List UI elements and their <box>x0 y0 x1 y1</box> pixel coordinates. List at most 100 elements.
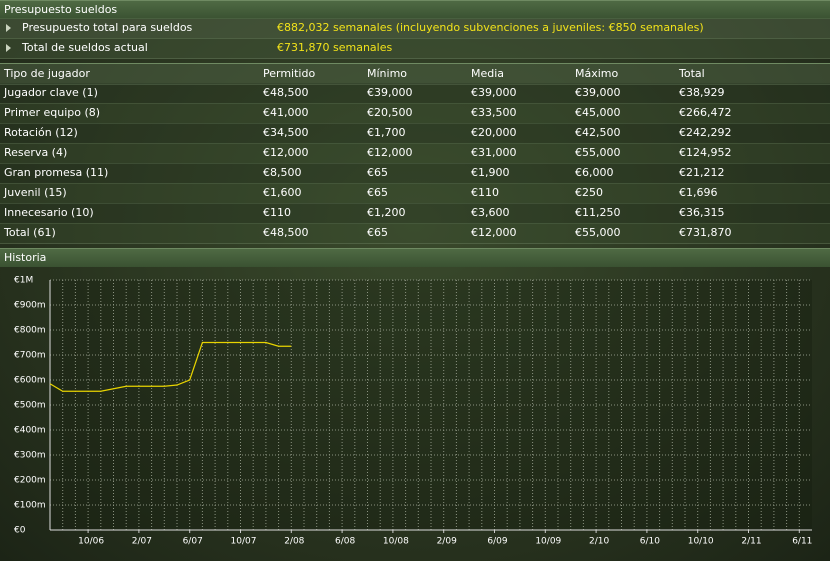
section-header: Historia <box>0 248 830 267</box>
line-series <box>49 341 292 392</box>
x-tick-label: 10/09 <box>535 537 561 547</box>
table-cell: €242,292 <box>679 126 732 139</box>
y-tick-label: €800m <box>14 326 46 336</box>
column-header[interactable]: Tipo de jugador <box>4 67 90 80</box>
x-tick-label: 10/06 <box>78 537 104 547</box>
table-cell: €250 <box>575 186 603 199</box>
x-tick-label: 10/08 <box>383 537 409 547</box>
table-cell: €41,000 <box>263 106 309 119</box>
table-row[interactable]: Jugador clave (1) €48,500 €39,000 €39,000 €3… <box>0 83 830 104</box>
section-title: Presupuesto sueldos <box>4 3 118 16</box>
section-header: Presupuesto sueldos <box>0 0 830 19</box>
table-cell: €39,000 <box>471 86 517 99</box>
y-tick-label: €700m <box>14 351 46 361</box>
table-cell: €1,700 <box>367 126 406 139</box>
summary-label: Total de sueldos actual <box>22 41 148 54</box>
x-tick-label: 6/07 <box>183 537 203 547</box>
column-header[interactable]: Total <box>679 67 705 80</box>
y-tick-label: €900m <box>14 301 46 311</box>
table-cell: Rotación (12) <box>4 126 78 139</box>
x-tick-label: 2/08 <box>284 537 304 547</box>
table-cell: €45,000 <box>575 106 621 119</box>
table-cell: €55,000 <box>575 226 621 239</box>
y-tick-label: €0 <box>14 526 26 536</box>
table-cell: €20,000 <box>471 126 517 139</box>
table-cell: €48,500 <box>263 226 309 239</box>
table-cell: €8,500 <box>263 166 302 179</box>
table-cell: Jugador clave (1) <box>4 86 98 99</box>
table-cell: €124,952 <box>679 146 732 159</box>
table-cell: €34,500 <box>263 126 309 139</box>
table-cell: €65 <box>367 226 388 239</box>
y-tick-label: €200m <box>14 476 46 486</box>
table-row[interactable]: Rotación (12) €34,500 €1,700 €20,000 €42,500… <box>0 123 830 144</box>
expand-arrow <box>6 44 11 52</box>
column-header[interactable]: Permitido <box>263 67 316 80</box>
table-cell: Primer equipo (8) <box>4 106 101 119</box>
table-cell: Innecesario (10) <box>4 206 94 219</box>
table-header: Tipo de jugador Permitido Mínimo Media Máxim… <box>0 63 830 85</box>
table-row[interactable]: Total (61) €48,500 €65 €12,000 €55,000 €731,8… <box>0 223 830 244</box>
y-tick-label: €300m <box>14 451 46 461</box>
table-cell: €42,500 <box>575 126 621 139</box>
summary-row[interactable]: Total de sueldos actual €731,870 semanal… <box>0 38 830 59</box>
table-cell: €36,315 <box>679 206 725 219</box>
y-tick-label: €600m <box>14 376 46 386</box>
table-cell: €21,212 <box>679 166 725 179</box>
column-header[interactable]: Máximo <box>575 67 619 80</box>
x-tick-label: 6/09 <box>487 537 507 547</box>
table-cell: Total (61) <box>4 226 56 239</box>
x-tick-label: 10/10 <box>688 537 714 547</box>
table-cell: €12,000 <box>367 146 413 159</box>
x-tick-label: 6/08 <box>335 537 355 547</box>
table-cell: €6,000 <box>575 166 614 179</box>
x-tick-label: 10/07 <box>231 537 257 547</box>
table-cell: €1,900 <box>471 166 510 179</box>
column-header[interactable]: Mínimo <box>367 67 408 80</box>
table-cell: €731,870 <box>679 226 732 239</box>
table-cell: €38,929 <box>679 86 725 99</box>
table-cell: Reserva (4) <box>4 146 68 159</box>
x-tick-label: 6/10 <box>640 537 660 547</box>
summary-row[interactable]: Presupuesto total para sueldos €882,032 … <box>0 18 830 39</box>
table-row[interactable]: Innecesario (10) €110 €1,200 €3,600 €11,250 €… <box>0 203 830 224</box>
table-row[interactable]: Primer equipo (8) €41,000 €20,500 €33,500 €4… <box>0 103 830 124</box>
table-cell: €266,472 <box>679 106 732 119</box>
x-tick-label: 2/07 <box>132 537 152 547</box>
chart: €0 €100m €200m €300m €400m €500m €600m €700m €80… <box>14 276 812 547</box>
summary-value: €882,032 semanales (incluyendo subvencio… <box>277 21 704 34</box>
y-tick-label: €100m <box>14 501 46 511</box>
column-header[interactable]: Media <box>471 67 505 80</box>
table-cell: €110 <box>471 186 499 199</box>
table-cell: €12,000 <box>263 146 309 159</box>
table-cell: €110 <box>263 206 291 219</box>
table-cell: €20,500 <box>367 106 413 119</box>
table-cell: €55,000 <box>575 146 621 159</box>
table-cell: €1,696 <box>679 186 718 199</box>
table-cell: €1,200 <box>367 206 406 219</box>
table-row[interactable]: Gran promesa (11) €8,500 €65 €1,900 €6,000 €2… <box>0 163 830 184</box>
table-cell: €65 <box>367 186 388 199</box>
expand-arrow <box>6 24 11 32</box>
table-cell: €39,000 <box>575 86 621 99</box>
table-row[interactable]: Reserva (4) €12,000 €12,000 €31,000 €55,000 €… <box>0 143 830 164</box>
summary-value: €731,870 semanales <box>277 41 393 54</box>
table-cell: €31,000 <box>471 146 517 159</box>
x-tick-label: 2/09 <box>437 537 457 547</box>
summary-label: Presupuesto total para sueldos <box>22 21 193 34</box>
y-tick-label: €500m <box>14 401 46 411</box>
y-tick-label: €400m <box>14 426 46 436</box>
y-tick-label: €1M <box>14 276 33 286</box>
table-cell: €1,600 <box>263 186 302 199</box>
table-cell: €11,250 <box>575 206 621 219</box>
table-cell: Juvenil (15) <box>4 186 67 199</box>
table-cell: €3,600 <box>471 206 510 219</box>
table-cell: €65 <box>367 166 388 179</box>
table-cell: €48,500 <box>263 86 309 99</box>
table-row[interactable]: Juvenil (15) €1,600 €65 €110 €250 €1,696 <box>0 183 830 204</box>
table-cell: Gran promesa (11) <box>4 166 109 179</box>
x-tick-label: 6/11 <box>792 537 812 547</box>
x-tick-label: 2/11 <box>741 537 761 547</box>
x-tick-label: 2/10 <box>589 537 609 547</box>
